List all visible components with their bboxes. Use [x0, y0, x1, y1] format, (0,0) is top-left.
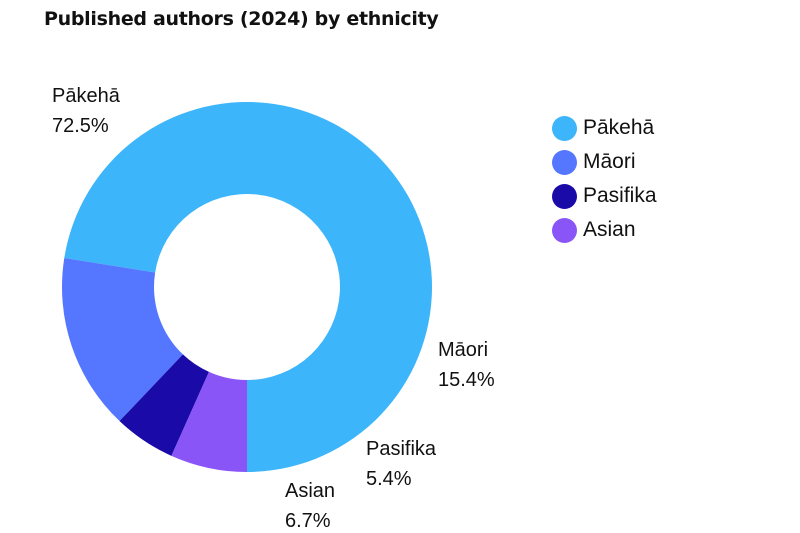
slice-value-pakeha: 72.5%: [52, 115, 109, 137]
slice-category-pakeha: Pākehā: [52, 85, 121, 107]
legend-swatch-maori: [552, 149, 577, 175]
slice-value-asian: 6.7%: [285, 510, 331, 532]
legend-item-asian: Asian: [552, 213, 657, 247]
legend-swatch-pakeha: [552, 115, 577, 141]
slice-category-maori: Māori: [438, 339, 488, 361]
slice-label-asian: Asian 6.7%: [285, 480, 335, 532]
slice-label-pasifika: Pasifika 5.4%: [366, 438, 437, 490]
legend-item-pasifika: Pasifika: [552, 179, 657, 213]
slice-pakeha: [64, 101, 433, 472]
legend-label-pakeha: Pākehā: [583, 116, 655, 139]
slice-label-pakeha: Pākehā 72.5%: [52, 85, 121, 137]
slice-value-maori: 15.4%: [438, 369, 495, 391]
slice-category-pasifika: Pasifika: [366, 438, 437, 460]
slice-category-asian: Asian: [285, 480, 335, 502]
legend-swatch-pasifika: [552, 183, 577, 209]
slice-label-maori: Māori 15.4%: [438, 339, 495, 391]
legend-swatch-asian: [552, 217, 577, 243]
legend-label-pasifika: Pasifika: [583, 184, 657, 207]
slice-maori: [62, 258, 183, 422]
chart-legend: Pākehā Māori Pasifika Asian: [552, 111, 657, 247]
legend-label-asian: Asian: [583, 218, 636, 241]
slice-pasifika: [119, 354, 209, 456]
legend-item-pakeha: Pākehā: [552, 111, 657, 145]
slice-asian: [171, 371, 247, 472]
legend-label-maori: Māori: [583, 150, 636, 173]
slice-value-pasifika: 5.4%: [366, 468, 412, 490]
legend-item-maori: Māori: [552, 145, 657, 179]
chart-title: Published authors (2024) by ethnicity: [44, 8, 439, 30]
